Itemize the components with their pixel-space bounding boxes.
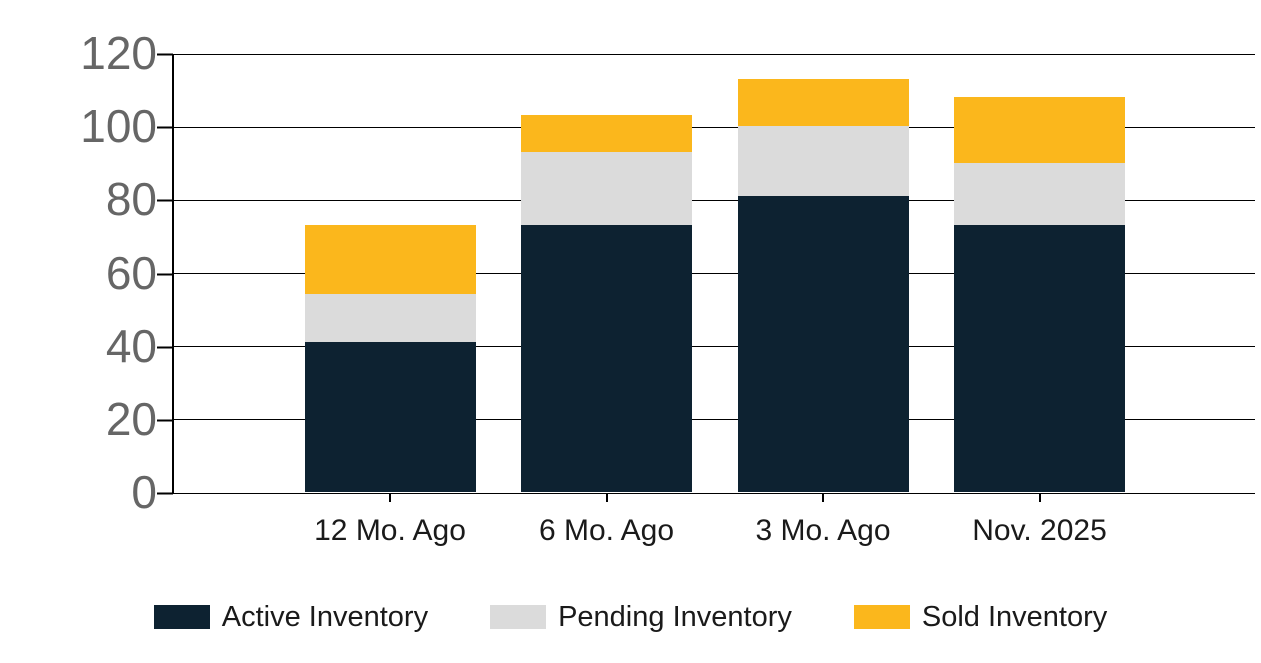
legend-item-sold-inventory: Sold Inventory	[853, 600, 1108, 634]
x-tick-12-mo-ago	[389, 493, 391, 502]
gridline-y-120	[173, 53, 1255, 55]
y-tick-label-40: 40	[105, 319, 157, 372]
y-tick-80	[157, 199, 173, 202]
segment-pending-inventory-12-mo-ago	[304, 294, 476, 343]
bar-nov-2025	[954, 96, 1125, 492]
segment-sold-inventory-nov-2025	[954, 96, 1125, 163]
plot-area	[157, 53, 1255, 502]
x-tick-label-nov-2025: Nov. 2025	[972, 514, 1107, 547]
y-tick-40	[157, 346, 173, 349]
segment-sold-inventory-12-mo-ago	[304, 224, 476, 295]
y-tick-label-20: 20	[105, 392, 157, 445]
legend: Active Inventory Pending Inventory Sold In…	[0, 595, 1261, 639]
x-tick-label-6-mo-ago: 6 Mo. Ago	[538, 514, 675, 547]
segment-active-inventory-3-mo-ago	[737, 195, 909, 492]
gridline-y-20	[173, 419, 1255, 421]
legend-item-pending-inventory: Pending Inventory	[490, 601, 792, 634]
y-tick-label-80: 80	[105, 173, 157, 226]
x-tick-6-mo-ago	[605, 493, 608, 502]
gridline-y-100	[173, 126, 1255, 128]
legend-label-active-inventory: Active Inventory	[221, 600, 429, 633]
x-tick-nov-2025	[1038, 493, 1041, 502]
y-tick-label-120: 120	[80, 26, 157, 79]
gridline-y-80	[173, 199, 1255, 201]
segment-sold-inventory-3-mo-ago	[737, 78, 909, 127]
gridline-y-0	[173, 492, 1255, 494]
legend-item-active-inventory: Active Inventory	[153, 600, 429, 634]
legend-swatch-sold-inventory	[853, 605, 910, 629]
gridline-y-40	[173, 346, 1255, 348]
gridline-y-60	[173, 273, 1255, 274]
x-tick-label-3-mo-ago: 3 Mo. Ago	[755, 514, 891, 547]
segment-pending-inventory-6-mo-ago	[521, 151, 692, 225]
y-tick-label-0: 0	[131, 465, 157, 518]
legend-label-sold-inventory: Sold Inventory	[921, 600, 1108, 633]
segment-pending-inventory-3-mo-ago	[737, 126, 909, 196]
segment-pending-inventory-nov-2025	[954, 162, 1125, 225]
y-tick-0	[157, 492, 173, 495]
y-tick-100	[157, 126, 173, 129]
y-axis-tick-labels: 0 20 40 60 80 100 120	[0, 0, 157, 663]
y-tick-60	[157, 273, 173, 275]
legend-swatch-active-inventory	[153, 605, 210, 629]
bar-3-mo-ago	[737, 78, 909, 492]
y-tick-label-100: 100	[80, 100, 157, 153]
y-tick-120	[157, 53, 173, 56]
segment-sold-inventory-6-mo-ago	[521, 115, 692, 152]
y-tick-label-60: 60	[105, 246, 157, 299]
segment-active-inventory-6-mo-ago	[521, 224, 692, 492]
segment-active-inventory-nov-2025	[954, 224, 1125, 492]
segment-active-inventory-12-mo-ago	[304, 342, 476, 492]
x-tick-label-12-mo-ago: 12 Mo. Ago	[314, 514, 466, 547]
legend-label-pending-inventory: Pending Inventory	[558, 600, 792, 633]
bar-12-mo-ago	[304, 224, 476, 492]
bar-6-mo-ago	[521, 115, 692, 492]
x-axis-tick-labels: 12 Mo. Ago 6 Mo. Ago 3 Mo. Ago Nov. 2025	[173, 512, 1255, 550]
y-tick-20	[157, 419, 173, 422]
legend-swatch-pending-inventory	[490, 605, 547, 629]
x-tick-3-mo-ago	[822, 493, 824, 502]
